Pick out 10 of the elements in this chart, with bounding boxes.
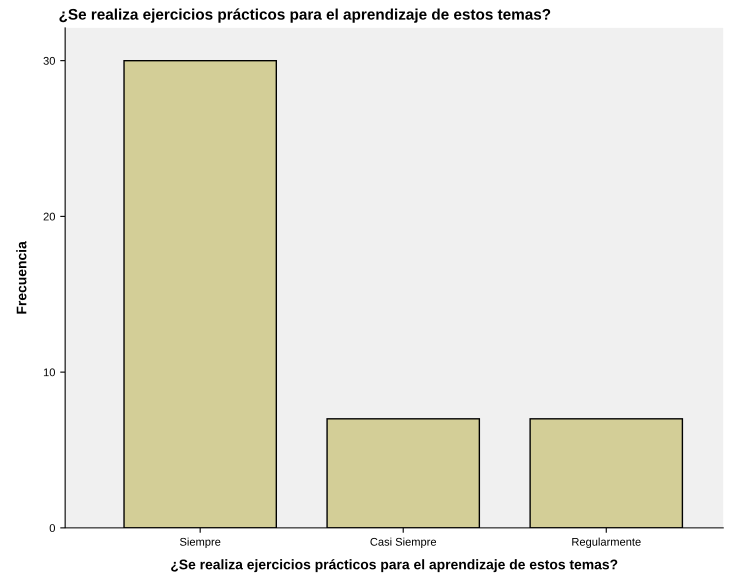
x-tick-label: Casi Siempre	[370, 538, 436, 548]
y-tick-label: 0	[50, 524, 55, 532]
y-tick-label: 10	[44, 368, 55, 376]
x-tick-label: Regularmente	[572, 538, 641, 548]
x-tick-label: Siempre	[180, 538, 220, 548]
x-axis-title: ¿Se realiza ejercicios prácticos para el aprendizaje de estos temas?	[171, 559, 618, 572]
y-tick-label: 30	[43, 56, 55, 65]
chart-title: ¿Se realiza ejercicios prácticos para el aprendizaje de estos temas?	[59, 8, 550, 23]
y-tick-label: 20	[44, 212, 55, 221]
y-axis-title: Frecuencia	[16, 241, 26, 314]
